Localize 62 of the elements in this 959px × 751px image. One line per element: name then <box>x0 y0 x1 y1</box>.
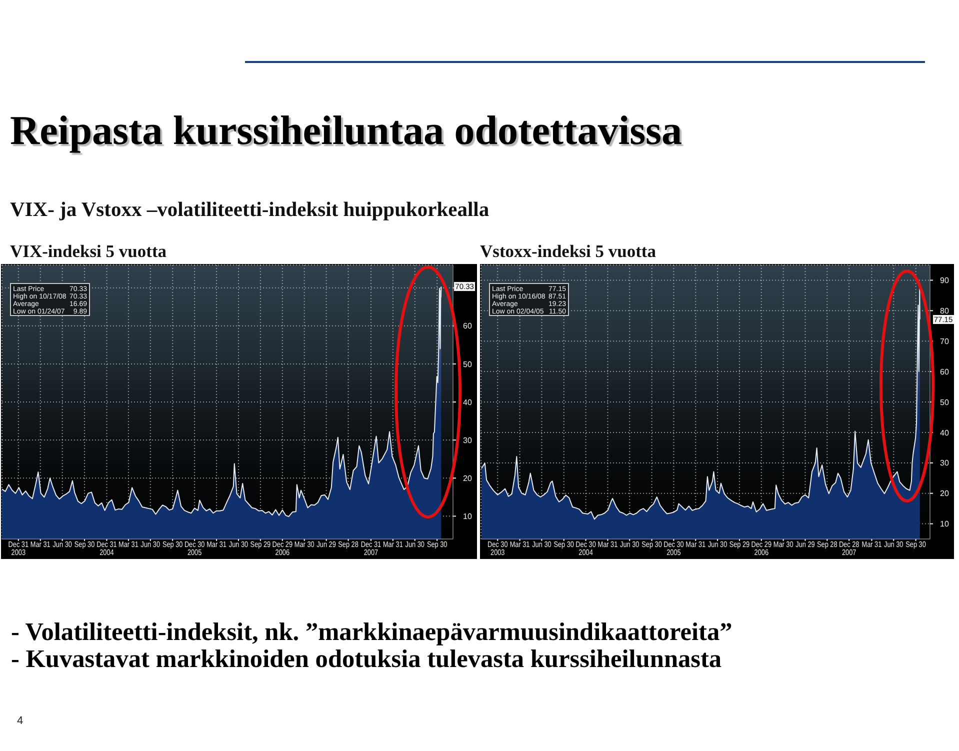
x-tick-label: Jun 30 <box>140 539 160 550</box>
x-tick-label: Mar 31 <box>206 539 226 550</box>
x-tick-label: Sep 29 <box>250 539 271 550</box>
y-tick-label: 60 <box>940 367 950 376</box>
text: 4 <box>17 715 24 727</box>
x-tick-label: Jun 30 <box>405 539 424 550</box>
x-tick-label: Dec 30 2003 <box>487 539 508 558</box>
y-tick-label: 10 <box>940 520 950 529</box>
x-tick-label: Jun 30 <box>708 539 728 550</box>
x-tick-label: Dec 29 2006 <box>272 539 293 558</box>
x-tick-label: Mar 31 <box>510 539 530 550</box>
x-tick-label: Sep 29 <box>729 539 750 550</box>
x-tick-label: Sep 28 <box>338 539 358 550</box>
y-tick-label: 40 <box>463 398 472 407</box>
x-tick-label: Sep 30 <box>74 539 95 550</box>
y-tick-label: 20 <box>463 474 472 483</box>
x-tick-label: Mar 31 <box>862 539 882 550</box>
x-tick-label: Jun 30 <box>52 539 72 550</box>
y-tick-label: 80 <box>940 306 950 316</box>
chart-title: Vstoxx-indeksi 5 vuotta <box>480 241 656 262</box>
x-tick-label: Dec 30 2004 <box>576 539 596 558</box>
x-tick-label: Dec 31 2003 <box>8 539 29 558</box>
x-tick-label: Mar 31 <box>686 539 706 550</box>
x-tick-label: Mar 30 <box>773 539 794 550</box>
y-tick-label: 40 <box>940 428 950 438</box>
x-tick-label: Dec 29 2006 <box>751 539 772 558</box>
x-tick-label: Dec 31 2007 <box>360 539 382 558</box>
x-tick-label: Jun 30 <box>620 539 640 550</box>
text: - Kuvastavat markkinoiden odotuksia tulevasta kurssiheilunnasta <box>11 645 722 674</box>
y-tick-label: 10 <box>463 512 472 522</box>
text: - Volatiliteetti-indeksit, nk. ”markkinaepävarmuusindikaattoreita” <box>11 618 732 647</box>
x-tick-label: Mar 31 <box>382 539 403 550</box>
x-tick-label: Jun 30 <box>884 539 904 550</box>
x-tick-label: Jun 30 <box>228 539 248 550</box>
x-tick-label: Sep 30 <box>642 539 662 550</box>
y-tick-label: 50 <box>463 360 472 369</box>
x-tick-label: Sep 30 <box>426 539 448 550</box>
text: VIX- ja Vstoxx –volatiliteetti-indeksit huippukorkealla <box>10 199 490 222</box>
x-tick-label: Sep 30 <box>906 539 926 550</box>
y-tick-label: 20 <box>940 489 950 498</box>
x-tick-label: Dec 30 2005 <box>664 539 684 558</box>
x-tick-label: Dec 28 2007 <box>838 539 860 558</box>
x-tick-label: Mar 31 <box>118 539 138 550</box>
x-tick-label: Mar 30 <box>294 539 314 550</box>
y-tick-label: 30 <box>463 436 472 445</box>
y-tick-label: 70 <box>940 336 950 346</box>
x-tick-label: Dec 30 2005 <box>184 539 205 558</box>
x-tick-label: Mar 31 <box>30 539 50 550</box>
x-tick-label: Sep 30 <box>554 539 574 550</box>
x-tick-label: Jun 29 <box>796 539 815 550</box>
x-tick-label: Mar 31 <box>598 539 618 550</box>
x-tick-label: Sep 28 <box>817 539 838 550</box>
x-tick-label: Dec 31 2004 <box>96 539 117 558</box>
chart-title: VIX-indeksi 5 vuotta <box>10 241 167 262</box>
y-tick-label: 50 <box>940 398 950 407</box>
y-tick-label: 60 <box>463 322 472 331</box>
x-tick-label: Jun 30 <box>532 539 552 550</box>
x-tick-label: Sep 30 <box>162 539 183 550</box>
y-tick-label: 90 <box>940 276 950 286</box>
y-tick-label: 30 <box>940 458 950 468</box>
text: Reipasta kurssiheiluntaa odotettavissa <box>10 106 682 154</box>
x-tick-label: Jun 29 <box>316 539 336 550</box>
